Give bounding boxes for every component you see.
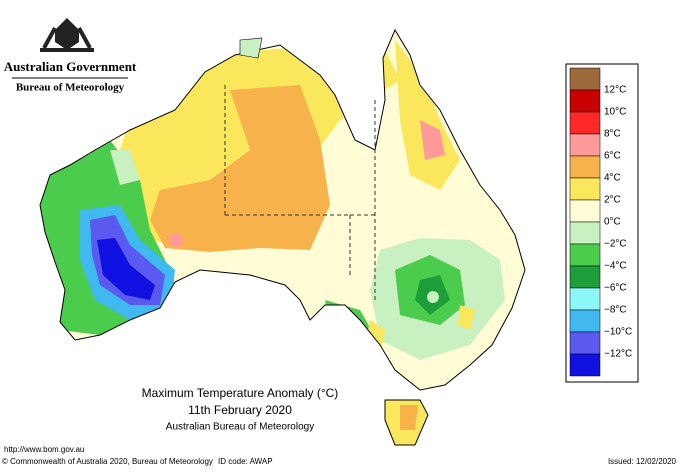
legend-label: −8°C: [604, 305, 627, 316]
legend: 12°C 10°C 8°C 6°C 4°C 2°C 0°C −2°C −4°C −6°C −8°C −…: [565, 63, 639, 383]
legend-label: 6°C: [604, 151, 621, 162]
legend-label: 10°C: [604, 107, 626, 118]
map-date: 11th February 2020: [188, 403, 292, 417]
tasmania-warm: [400, 405, 418, 430]
legend-label: 4°C: [604, 173, 621, 184]
legend-swatch: [569, 177, 601, 201]
legend-label: −2°C: [604, 239, 627, 250]
legend-label: −6°C: [604, 283, 627, 294]
emblem: [40, 18, 94, 52]
legend-swatch: [569, 243, 601, 267]
legend-swatch: [569, 331, 601, 355]
anomaly-map: [40, 30, 525, 390]
legend-swatch: [569, 133, 601, 157]
state-borders: [224, 85, 376, 300]
bureau: Bureau of Meteorology: [16, 82, 125, 94]
island: [239, 37, 263, 59]
legend-swatch: [569, 265, 601, 289]
map-title: Maximum Temperature Anomaly (°C): [142, 386, 339, 400]
legend-label: 2°C: [604, 195, 621, 206]
legend-swatch: [569, 89, 601, 113]
id-code: ID code: AWAP: [218, 457, 273, 466]
legend-swatch: [569, 111, 601, 135]
legend-swatch: [569, 353, 601, 377]
map-source: Australian Bureau of Meteorology: [166, 422, 314, 433]
legend-swatch: [569, 309, 601, 333]
legend-swatch: [569, 67, 601, 91]
government: Australian Government: [4, 59, 137, 74]
issued: Issued: 12/02/2020: [608, 457, 677, 466]
legend-swatch: [569, 199, 601, 223]
legend-label: 0°C: [604, 217, 621, 228]
url: http://www.bom.gov.au: [4, 445, 84, 454]
legend-label: −4°C: [604, 261, 627, 272]
copyright: © Commonwealth of Australia 2020, Bureau…: [2, 457, 213, 466]
legend-swatch: [569, 155, 601, 179]
legend-label: −10°C: [604, 327, 632, 338]
legend-label: 12°C: [604, 85, 626, 96]
legend-label: −12°C: [604, 349, 632, 360]
legend-swatch: [569, 287, 601, 311]
legend-label: 8°C: [604, 129, 621, 140]
legend-swatch: [569, 221, 601, 245]
